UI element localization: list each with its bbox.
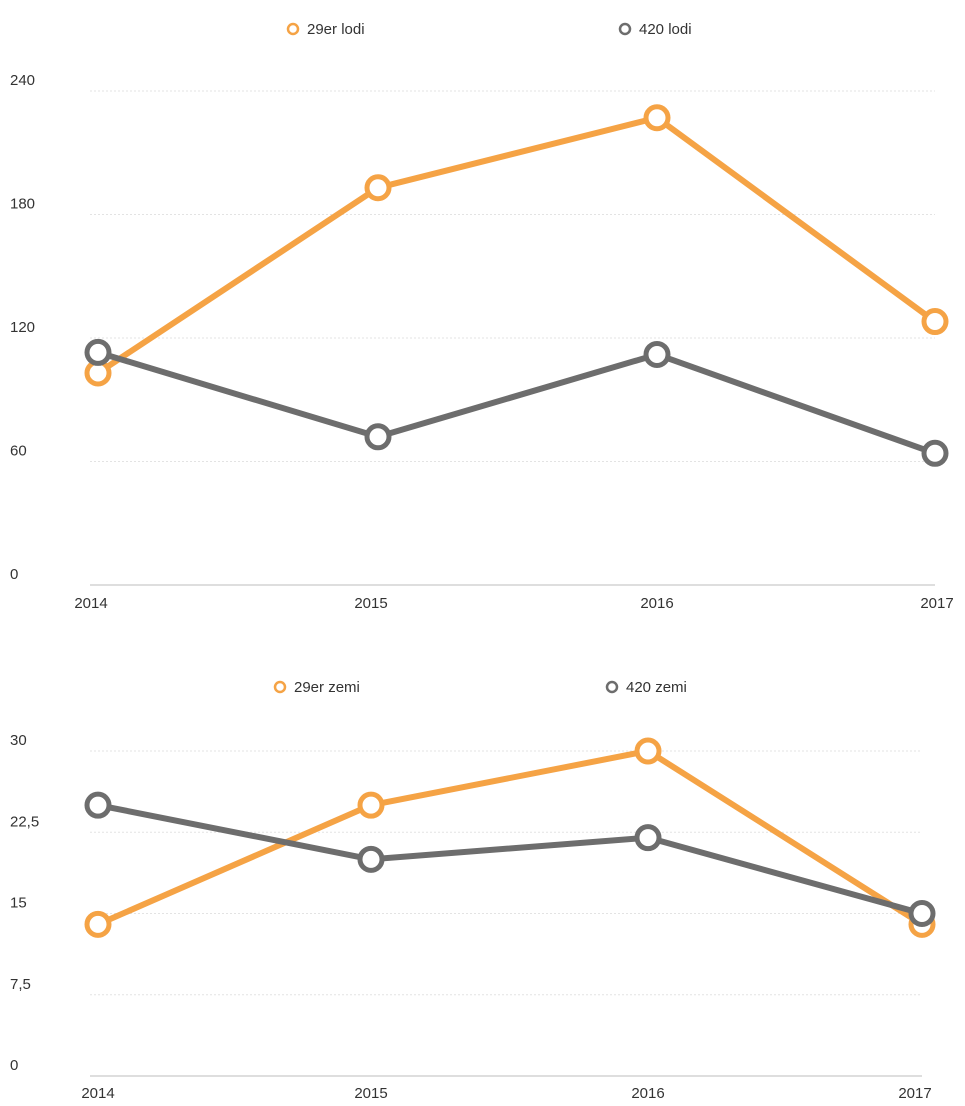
legend-label: 29er lodi <box>307 21 365 38</box>
data-point <box>643 104 671 132</box>
data-point <box>643 340 671 368</box>
legend-marker <box>286 22 300 36</box>
lodi-chart: 0 60 120 180 240 2014 2015 2016 2017 29er lodi 420… <box>10 21 954 612</box>
x-tick-label: 2017 <box>920 595 953 612</box>
x-tick-label: 2014 <box>81 1085 114 1102</box>
y-tick-label: 180 <box>10 196 35 213</box>
data-point <box>364 423 392 451</box>
legend-marker <box>618 22 632 36</box>
legend-marker <box>605 680 619 694</box>
x-tick-label: 2015 <box>354 1085 387 1102</box>
legend-marker <box>273 680 287 694</box>
series-line-0 <box>95 748 925 928</box>
zemi-chart: 0 7,5 15 22,5 30 2014 2015 2016 2017 29er zemi 420… <box>10 679 936 1102</box>
series-line-1 <box>95 349 938 457</box>
legend-label: 420 zemi <box>626 679 687 696</box>
y-tick-label: 22,5 <box>10 813 39 830</box>
y-tick-label: 60 <box>10 443 27 460</box>
y-tick-label: 30 <box>10 732 27 749</box>
data-point <box>84 910 112 938</box>
data-point <box>357 791 385 819</box>
data-point <box>84 791 112 819</box>
legend-label: 29er zemi <box>294 679 360 696</box>
data-point <box>921 308 949 336</box>
y-tick-label: 240 <box>10 72 35 89</box>
data-point <box>364 174 392 202</box>
x-tick-label: 2016 <box>640 595 673 612</box>
data-point <box>634 737 662 765</box>
y-tick-label: 0 <box>10 566 18 583</box>
data-point <box>634 824 662 852</box>
series-line-0 <box>95 114 938 376</box>
data-point <box>908 900 936 927</box>
x-tick-label: 2014 <box>74 595 107 612</box>
y-tick-label: 0 <box>10 1057 18 1074</box>
data-point <box>357 845 385 873</box>
x-tick-label: 2016 <box>631 1085 664 1102</box>
y-tick-label: 120 <box>10 319 35 336</box>
y-tick-label: 15 <box>10 895 27 912</box>
series-line-1 <box>95 802 925 917</box>
y-tick-label: 7,5 <box>10 976 31 993</box>
data-point <box>84 338 112 366</box>
x-tick-label: 2015 <box>354 595 387 612</box>
legend-label: 420 lodi <box>639 21 692 38</box>
x-tick-label: 2017 <box>898 1085 931 1102</box>
data-point <box>921 439 949 467</box>
